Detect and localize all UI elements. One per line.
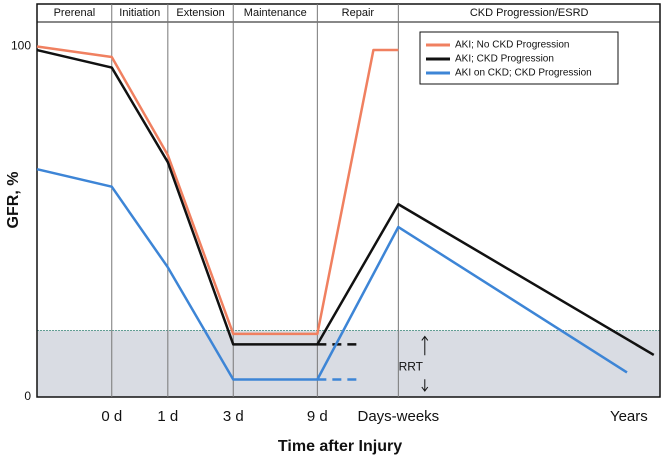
legend-box <box>419 31 619 85</box>
y-tick-label: 100 <box>11 39 31 53</box>
y-tick-label: 0 <box>24 389 31 403</box>
series-line <box>36 167 628 381</box>
series-line <box>36 48 655 357</box>
phase-label: CKD Progression/ESRD <box>470 7 589 19</box>
legend-label: AKI; CKD Progression <box>455 54 554 65</box>
phase-label: Repair <box>342 7 375 19</box>
phase-label: Initiation <box>119 7 160 19</box>
plot-frame <box>36 3 661 398</box>
legend-label: AKI; No CKD Progression <box>455 40 570 51</box>
legend: AKI; No CKD Progression AKI; CKD Progress… <box>419 31 619 85</box>
rrt-arrow-down <box>421 379 429 392</box>
y-axis-title: GFR, % <box>5 172 22 229</box>
phase-label: Prerenal <box>54 7 96 19</box>
x-axis-title: Time after Injury <box>278 438 402 455</box>
x-tick-label: Days-weeks <box>357 408 439 425</box>
rrt-band <box>37 330 660 397</box>
rrt-arrow-up <box>421 335 429 356</box>
legend-label: AKI on CKD; CKD Progression <box>455 68 592 79</box>
x-tick-label: 3 d <box>223 408 244 425</box>
x-tick-label: 1 d <box>157 408 178 425</box>
x-tick-label: 0 d <box>101 408 122 425</box>
x-tick-label: 9 d <box>307 408 328 425</box>
x-tick-label: Years <box>610 408 648 425</box>
phase-label: Extension <box>176 7 224 19</box>
series-line <box>36 45 399 336</box>
rrt-label: RRT <box>399 359 424 373</box>
phase-label: Maintenance <box>244 7 307 19</box>
